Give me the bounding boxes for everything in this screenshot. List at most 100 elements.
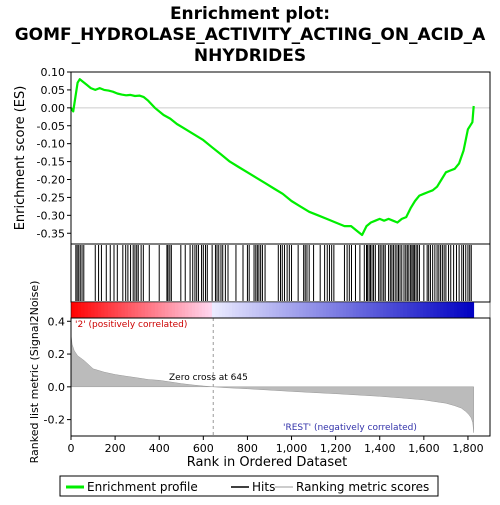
heat-cell (322, 302, 327, 318)
heat-cell (423, 302, 428, 318)
heat-cell (111, 302, 116, 318)
heat-cell (262, 302, 267, 318)
es-y-tick-label: -0.35 (37, 227, 65, 240)
heat-cell (399, 302, 404, 318)
heat-cell (87, 302, 92, 318)
heat-cell (272, 302, 277, 318)
x-tick-label: 1,600 (408, 442, 440, 455)
heat-cell (319, 302, 324, 318)
heat-cell (282, 302, 287, 318)
heat-cell (426, 302, 431, 318)
metric-y-tick-label: 0.0 (48, 381, 66, 394)
heat-cell (406, 302, 411, 318)
heat-cell (470, 302, 475, 318)
heat-cell (171, 302, 176, 318)
es-y-tick-label: -0.10 (37, 138, 65, 151)
es-y-tick-label: -0.20 (37, 174, 65, 187)
heat-cell (440, 302, 444, 318)
heat-cell (279, 302, 283, 318)
x-tick-label: 200 (105, 442, 126, 455)
heat-cell (101, 302, 105, 318)
es-y-tick-label: -0.15 (37, 156, 65, 169)
heat-cell (275, 302, 280, 318)
heat-cell (71, 302, 75, 318)
heat-cell (349, 302, 354, 318)
metric-frame (70, 317, 491, 437)
heat-cell (258, 302, 263, 318)
heat-cell (285, 302, 290, 318)
heat-cell (292, 302, 297, 318)
metric-y-tick-label: 0.4 (48, 315, 66, 328)
heat-cell (124, 302, 129, 318)
heat-cell (225, 302, 230, 318)
heat-cell (74, 302, 79, 318)
heat-cell (97, 302, 102, 318)
metric-y-tick-label: -0.2 (44, 414, 65, 427)
enrichment-score-panel: 0.10 0.05 0.00 -0.05 -0.10 -0.15 -0.20 -0.25 -0.… (37, 66, 491, 245)
es-y-tick-label: -0.30 (37, 209, 65, 222)
heat-cell (211, 302, 216, 318)
heat-cell (326, 302, 330, 318)
metric-y-axis-label: Ranked list metric (Signal2Noise) (28, 281, 41, 464)
heat-cell (238, 302, 243, 318)
es-y-tick-label: 0.10 (41, 66, 66, 79)
heat-cell (450, 302, 454, 318)
heat-cell (232, 302, 236, 318)
heat-cell (188, 302, 193, 318)
heat-cell (446, 302, 451, 318)
heat-cell (185, 302, 189, 318)
heat-cell (342, 302, 347, 318)
heat-cell (255, 302, 260, 318)
heat-cell (332, 302, 337, 318)
heat-cell (91, 302, 95, 318)
enrichment-profile-line (70, 78, 475, 237)
es-y-tick-label: 0.00 (41, 102, 66, 115)
heat-cell (248, 302, 253, 318)
heat-cell (198, 302, 203, 318)
heat-cell (463, 302, 468, 318)
zero-cross-label: Zero cross at 645 (169, 373, 248, 383)
heat-cell (383, 302, 387, 318)
heat-cell (356, 302, 360, 318)
heat-cell (413, 302, 418, 318)
heat-cell (419, 302, 424, 318)
heat-cell (265, 302, 270, 318)
heat-cell (379, 302, 384, 318)
x-tick-label: 0 (68, 442, 75, 455)
legend-label-hits: Hits (252, 480, 275, 494)
legend-label-profile: Enrichment profile (87, 480, 198, 494)
heat-cell (94, 302, 99, 318)
x-axis: 0 200 400 600 800 1,000 1,200 1,400 1,600 1,800 (68, 436, 484, 455)
ranked-metric-panel: 0.4 0.2 0.0 -0.2 (44, 315, 491, 437)
heat-cell (154, 302, 159, 318)
heat-cell (148, 302, 152, 318)
heat-cell (158, 302, 163, 318)
heat-cell (312, 302, 317, 318)
heat-cell (161, 302, 166, 318)
heat-cell (268, 302, 273, 318)
heat-cell (218, 302, 223, 318)
heat-cell (315, 302, 320, 318)
heat-cell (443, 302, 448, 318)
heat-cell (117, 302, 122, 318)
legend-frame (59, 475, 439, 497)
negative-correlation-label: 'REST' (negatively correlated) (283, 423, 417, 433)
ranking-metric-area (70, 334, 474, 433)
heat-cell (366, 302, 371, 318)
es-plot-area (71, 72, 490, 244)
heat-cell (235, 302, 240, 318)
heat-cell (359, 302, 364, 318)
metric-plot-area (71, 318, 490, 436)
hits-panel (70, 243, 491, 303)
heat-cell (403, 302, 407, 318)
heat-cell (393, 302, 397, 318)
x-tick-label: 800 (237, 442, 258, 455)
heat-cell (309, 302, 314, 318)
heat-cell (84, 302, 89, 318)
x-tick-label: 1,400 (364, 442, 396, 455)
heat-cell (466, 302, 471, 318)
chart-title-line-1: Enrichment plot: (170, 4, 330, 24)
heat-cell (215, 302, 220, 318)
heat-cell (245, 302, 250, 318)
